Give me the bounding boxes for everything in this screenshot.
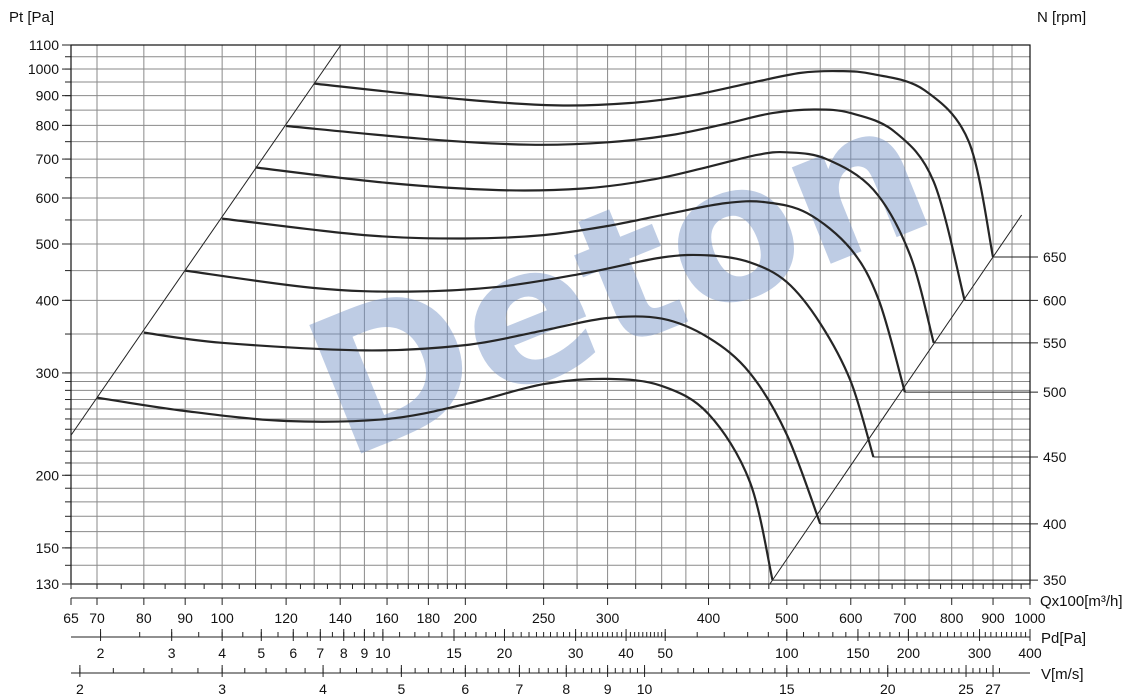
v-axis-title: V[m/s] <box>1041 666 1084 683</box>
curve-rpm-400 <box>143 315 822 525</box>
pd-tick-label: 100 <box>775 645 799 661</box>
x-tick-label: 600 <box>839 610 863 626</box>
y-tick-label: 800 <box>36 117 60 133</box>
x-tick-label: 400 <box>697 610 721 626</box>
v-tick-label: 2 <box>76 681 84 697</box>
x-tick-label: 800 <box>940 610 964 626</box>
rpm-label: 400 <box>1043 516 1067 532</box>
pd-tick-label: 150 <box>846 645 870 661</box>
pd-tick-label: 30 <box>568 645 584 661</box>
dynamic-pressure-axis: 2 3 4 5 6 7 8 9 10 15 20 30 40 50 100 150 200 300 400 <box>71 629 1042 661</box>
y-axis-title: Pt [Pa] <box>9 9 54 26</box>
y-tick-label: 600 <box>36 190 60 206</box>
pd-tick-label: 40 <box>618 645 634 661</box>
v-tick-label: 9 <box>604 681 612 697</box>
performance-curves <box>96 69 995 581</box>
x-tick-label: 90 <box>177 610 193 626</box>
v-tick-label: 10 <box>637 681 653 697</box>
v-tick-label: 25 <box>958 681 974 697</box>
rpm-label: 600 <box>1043 292 1067 308</box>
v-tick-label: 6 <box>461 681 469 697</box>
v-tick-label: 5 <box>397 681 405 697</box>
pd-tick-label: 9 <box>360 645 368 661</box>
x-tick-label: 500 <box>775 610 799 626</box>
x-tick-label: 70 <box>89 610 105 626</box>
rpm-label: 450 <box>1043 449 1067 465</box>
curve-rpm-350 <box>96 377 774 581</box>
plot-grid <box>70 44 1031 585</box>
svg-text:Deton: Deton <box>279 56 958 502</box>
velocity-axis: 2 3 4 5 6 7 8 9 10 15 20 25 27 <box>71 665 1030 697</box>
pd-tick-label: 400 <box>1018 645 1042 661</box>
x-tick-label: 80 <box>136 610 152 626</box>
pd-tick-label: 300 <box>968 645 992 661</box>
pd-tick-label: 5 <box>257 645 265 661</box>
y-tick-label: 700 <box>36 151 60 167</box>
x-tick-label: 200 <box>454 610 478 626</box>
x-tick-label: 180 <box>417 610 441 626</box>
v-tick-label: 27 <box>985 681 1001 697</box>
y-tick-label: 1100 <box>29 37 59 53</box>
rpm-label: 350 <box>1043 572 1067 588</box>
curve-rpm-650 <box>314 69 995 258</box>
v-tick-label: 15 <box>779 681 795 697</box>
v-tick-label: 3 <box>218 681 226 697</box>
y-tick-label: 500 <box>36 236 60 252</box>
x-tick-label: 160 <box>375 610 399 626</box>
pressure-axis: 1100 1000 900 800 700 600 500 400 300 200 150 130 <box>28 37 71 592</box>
pd-axis-title: Pd[Pa] <box>1041 630 1086 647</box>
y-tick-label: 150 <box>36 540 60 556</box>
watermark-logo: Deton <box>279 56 958 502</box>
pd-tick-label: 8 <box>340 645 348 661</box>
x-tick-label: 65 <box>63 610 79 626</box>
x-tick-label: 120 <box>274 610 298 626</box>
x-tick-label: 250 <box>532 610 556 626</box>
pd-tick-label: 50 <box>657 645 673 661</box>
pd-tick-label: 15 <box>446 645 462 661</box>
x-tick-label: 700 <box>893 610 917 626</box>
curve-rpm-600 <box>285 108 966 301</box>
x-tick-label: 300 <box>596 610 620 626</box>
x-tick-label: 1000 <box>1014 610 1045 626</box>
pd-tick-label: 20 <box>497 645 513 661</box>
curve-rpm-550 <box>255 150 935 344</box>
pd-tick-label: 10 <box>375 645 391 661</box>
right-axis-title: N [rpm] <box>1037 9 1086 26</box>
pd-tick-label: 7 <box>316 645 324 661</box>
curve-rpm-450 <box>185 253 875 458</box>
pd-tick-label: 3 <box>168 645 176 661</box>
left-boundary-line <box>70 44 342 436</box>
curve-rpm-500 <box>221 200 906 393</box>
y-tick-label: 400 <box>36 292 60 308</box>
rpm-axis: 650 600 550 500 450 400 350 <box>772 249 1067 588</box>
y-tick-label: 1000 <box>28 61 59 77</box>
flow-axis: 65 70 80 90 100 120 140 160 180 200 250 300 400 500 60… <box>63 583 1046 626</box>
x-tick-label: 900 <box>981 610 1005 626</box>
x-axis-title: Qx100[m³/h] <box>1040 593 1123 610</box>
rpm-label: 550 <box>1043 335 1067 351</box>
v-tick-label: 20 <box>880 681 896 697</box>
pd-tick-label: 200 <box>897 645 921 661</box>
y-tick-label: 300 <box>36 365 60 381</box>
right-boundary-line <box>769 214 1023 585</box>
v-tick-label: 7 <box>516 681 524 697</box>
rpm-label: 650 <box>1043 249 1067 265</box>
x-tick-label: 100 <box>210 610 234 626</box>
v-tick-label: 8 <box>562 681 570 697</box>
y-tick-label: 130 <box>36 576 60 592</box>
pd-tick-label: 2 <box>97 645 105 661</box>
pd-tick-label: 6 <box>289 645 297 661</box>
pd-tick-label: 4 <box>218 645 226 661</box>
rpm-label: 500 <box>1043 384 1067 400</box>
speed-boundary-lines <box>70 44 1023 585</box>
y-tick-label: 900 <box>36 88 60 104</box>
x-tick-label: 140 <box>329 610 353 626</box>
v-tick-label: 4 <box>319 681 327 697</box>
y-tick-label: 200 <box>36 467 60 483</box>
